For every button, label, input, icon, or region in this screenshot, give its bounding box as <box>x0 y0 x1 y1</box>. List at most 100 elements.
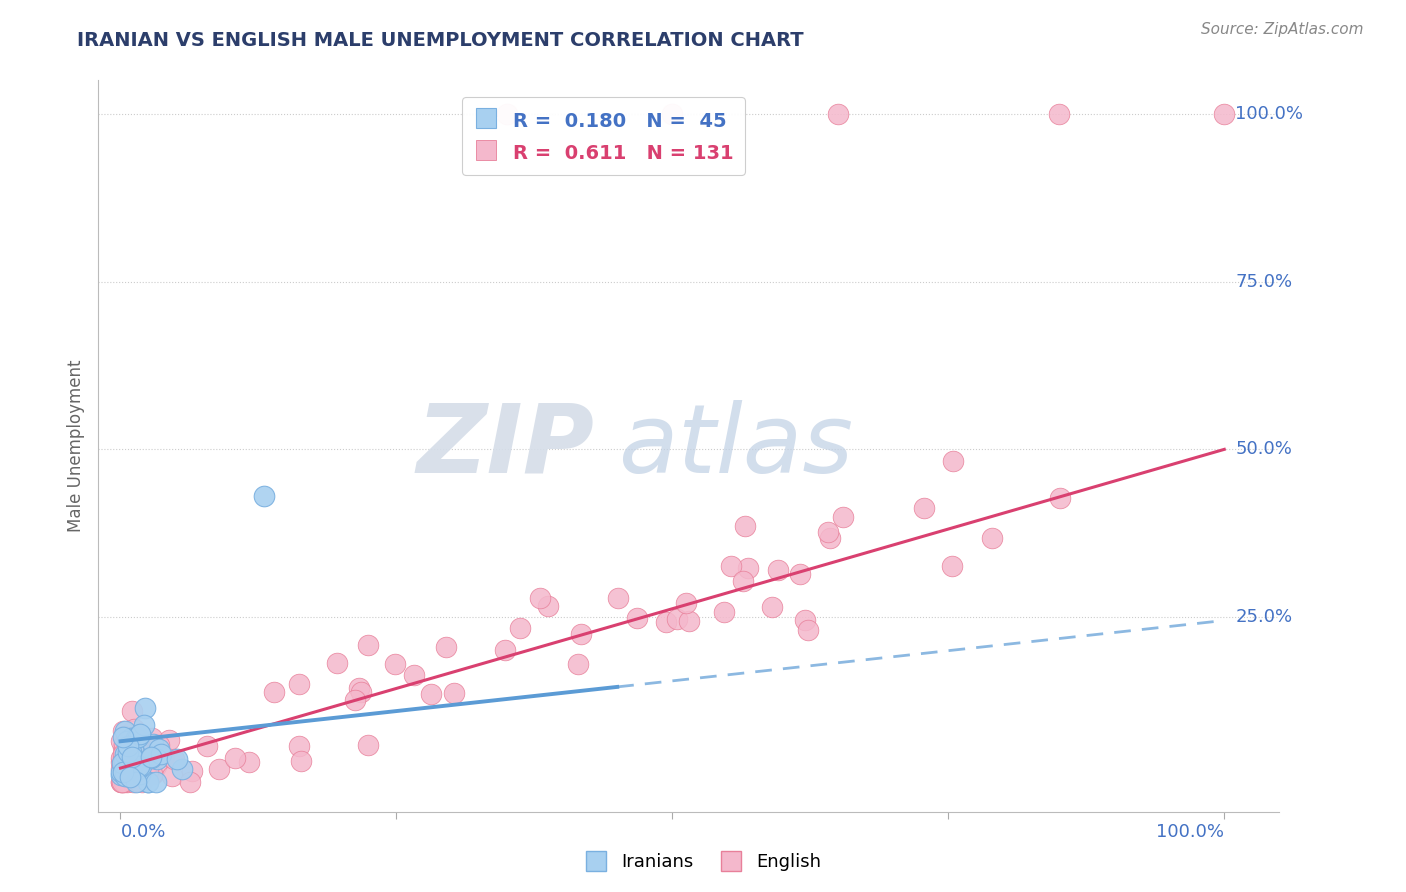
Point <box>1213 107 1236 121</box>
Point <box>125 774 148 789</box>
Point <box>357 738 380 752</box>
Point <box>737 561 759 575</box>
Point <box>347 681 370 695</box>
Point <box>1047 107 1070 121</box>
Point <box>110 734 132 748</box>
Point <box>567 657 589 671</box>
Point <box>141 731 163 745</box>
Point <box>120 729 142 743</box>
Point <box>131 774 153 789</box>
Point <box>112 753 135 767</box>
Point <box>720 558 742 573</box>
Text: 100.0%: 100.0% <box>1236 105 1303 123</box>
Point <box>121 768 143 782</box>
Point <box>678 614 700 628</box>
Point <box>125 766 148 780</box>
Point <box>166 752 188 766</box>
Point <box>139 764 162 778</box>
Point <box>112 761 135 775</box>
Point <box>129 758 152 772</box>
Point <box>111 755 134 769</box>
Point <box>136 766 159 780</box>
Point <box>122 774 145 789</box>
Point <box>238 756 260 770</box>
Point <box>110 768 132 782</box>
Point <box>120 736 142 750</box>
Point <box>112 737 135 751</box>
Point <box>127 762 149 776</box>
Point <box>115 750 138 764</box>
Y-axis label: Male Unemployment: Male Unemployment <box>66 359 84 533</box>
Point <box>128 759 150 773</box>
Point <box>125 752 148 766</box>
Point <box>661 107 683 121</box>
Point <box>195 739 218 753</box>
Point <box>112 755 135 769</box>
Point <box>112 723 135 738</box>
Point <box>124 722 146 736</box>
Point <box>118 748 141 763</box>
Point <box>117 739 139 753</box>
Point <box>766 563 789 577</box>
Point <box>121 750 143 764</box>
Point <box>350 685 373 699</box>
Text: ZIP: ZIP <box>416 400 595 492</box>
Point <box>112 740 135 755</box>
Point <box>114 763 136 777</box>
Point <box>120 764 142 779</box>
Point <box>789 566 811 581</box>
Point <box>818 531 841 545</box>
Point <box>121 704 143 718</box>
Point <box>132 717 155 731</box>
Point <box>941 558 963 573</box>
Point <box>118 770 141 784</box>
Point <box>111 774 134 789</box>
Point <box>125 771 148 785</box>
Point <box>112 754 135 768</box>
Point <box>569 627 592 641</box>
Point <box>160 769 183 783</box>
Point <box>111 756 134 770</box>
Text: IRANIAN VS ENGLISH MALE UNEMPLOYMENT CORRELATION CHART: IRANIAN VS ENGLISH MALE UNEMPLOYMENT COR… <box>77 31 804 50</box>
Point <box>132 752 155 766</box>
Point <box>127 773 149 788</box>
Point <box>112 746 135 760</box>
Point <box>817 524 839 539</box>
Point <box>120 731 142 746</box>
Point <box>494 642 516 657</box>
Point <box>117 745 139 759</box>
Point <box>120 760 142 774</box>
Text: 100.0%: 100.0% <box>1156 822 1225 841</box>
Point <box>139 739 162 753</box>
Point <box>529 591 551 606</box>
Point <box>135 749 157 764</box>
Point <box>111 765 134 780</box>
Point <box>115 774 138 789</box>
Point <box>110 751 132 765</box>
Point <box>980 532 1002 546</box>
Point <box>110 756 132 770</box>
Point <box>145 759 167 773</box>
Point <box>288 677 311 691</box>
Point <box>138 749 160 764</box>
Point <box>124 731 146 745</box>
Point <box>112 774 135 789</box>
Point <box>794 613 817 627</box>
Point <box>420 687 443 701</box>
Point <box>402 667 425 681</box>
Point <box>142 738 165 752</box>
Point <box>136 738 159 752</box>
Point <box>121 740 143 755</box>
Point <box>290 754 312 768</box>
Point <box>122 732 145 747</box>
Point <box>253 489 276 503</box>
Point <box>153 748 176 763</box>
Point <box>761 599 783 614</box>
Point <box>326 657 349 671</box>
Point <box>110 762 132 776</box>
Point <box>112 730 135 744</box>
Point <box>124 732 146 747</box>
Point <box>120 763 142 777</box>
Point <box>117 759 139 773</box>
Text: 25.0%: 25.0% <box>1236 608 1292 626</box>
